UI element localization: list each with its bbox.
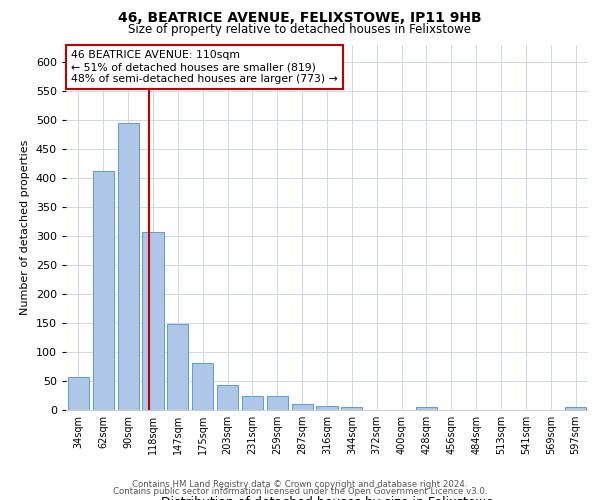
Y-axis label: Number of detached properties: Number of detached properties (20, 140, 30, 315)
Bar (316, 406, 338, 410)
Bar (68, 377, 89, 410)
Bar (142, 232, 164, 410)
Bar (565, 407, 586, 410)
Bar (118, 123, 139, 410)
Bar (192, 363, 213, 410)
Text: 46 BEATRICE AVENUE: 110sqm
← 51% of detached houses are smaller (819)
48% of sem: 46 BEATRICE AVENUE: 110sqm ← 51% of deta… (71, 50, 338, 84)
Bar (292, 404, 313, 410)
Text: Size of property relative to detached houses in Felixstowe: Size of property relative to detached ho… (128, 22, 472, 36)
Text: Contains public sector information licensed under the Open Government Licence v3: Contains public sector information licen… (113, 487, 487, 496)
X-axis label: Distribution of detached houses by size in Felixstowe: Distribution of detached houses by size … (161, 496, 493, 500)
Bar (242, 396, 263, 410)
Bar (93, 172, 114, 410)
Bar (416, 407, 437, 410)
Bar (217, 384, 238, 410)
Bar (167, 324, 188, 410)
Text: 46, BEATRICE AVENUE, FELIXSTOWE, IP11 9HB: 46, BEATRICE AVENUE, FELIXSTOWE, IP11 9H… (118, 11, 482, 25)
Bar (267, 396, 288, 410)
Text: Contains HM Land Registry data © Crown copyright and database right 2024.: Contains HM Land Registry data © Crown c… (132, 480, 468, 489)
Bar (341, 406, 362, 410)
